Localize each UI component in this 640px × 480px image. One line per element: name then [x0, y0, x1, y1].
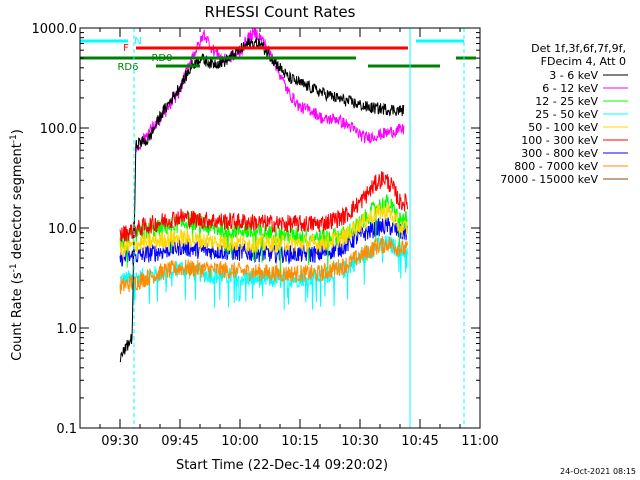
x-tick-label: 10:30 [341, 434, 378, 449]
x-tick-label: 11:00 [461, 434, 498, 449]
y-tick-label: 1.0 [56, 322, 77, 337]
legend-label-7: 800 - 7000 keV [514, 160, 598, 173]
series-line-6-12keV [135, 27, 405, 153]
legend-label-6: 300 - 800 keV [521, 147, 598, 160]
legend-label-0: 3 - 6 keV [549, 69, 598, 82]
flag-label-rd6: RD6 [117, 62, 138, 73]
y-tick-label: 10.0 [48, 222, 77, 237]
y-tick-label: 1000.0 [32, 22, 78, 37]
chart-title: RHESSI Count Rates [205, 3, 356, 21]
series-line-100-300keV [119, 171, 408, 243]
x-tick-label: 09:45 [161, 434, 198, 449]
plot-area: NF RD0 RD6 1000.0 100.0 10.0 1.0 0.1 09:30 09:45 1… [32, 22, 499, 449]
series-line-800-7000keV [119, 236, 408, 295]
legend-label-4: 50 - 100 keV [528, 121, 598, 134]
legend-label-8: 7000 - 15000 keV [500, 173, 598, 186]
legend-label-1: 6 - 12 keV [542, 82, 598, 95]
flag-label-n: N [134, 36, 141, 47]
y-tick-label: 100.0 [40, 122, 77, 137]
flag-label-f: F [123, 43, 129, 54]
legend-label-3: 25 - 50 keV [535, 108, 598, 121]
legend-header-line-2: FDecim 4, Att 0 [541, 55, 626, 68]
series-line-12-25keV [119, 194, 408, 274]
legend-label-5: 100 - 300 keV [521, 134, 598, 147]
series-line-3-6keV [119, 37, 405, 363]
series-line-50-100keV [119, 203, 408, 258]
y-axis-label: Count Rate (s-1 detector segment-1) [9, 129, 25, 361]
y-tick-label: 0.1 [56, 422, 77, 437]
x-tick-label: 10:00 [221, 434, 258, 449]
footer-timestamp: 24-Oct-2021 08:15 [560, 467, 636, 476]
flag-label-rd0: RD0 [151, 53, 172, 64]
x-tick-label: 09:30 [101, 434, 138, 449]
x-tick-label: 10:45 [401, 434, 438, 449]
legend-label-2: 12 - 25 keV [535, 95, 598, 108]
legend-header-line-1: Det 1f,3f,6f,7f,9f, [531, 42, 626, 55]
x-tick-label: 10:15 [281, 434, 318, 449]
x-axis-label: Start Time (22-Dec-14 09:20:02) [176, 458, 388, 473]
